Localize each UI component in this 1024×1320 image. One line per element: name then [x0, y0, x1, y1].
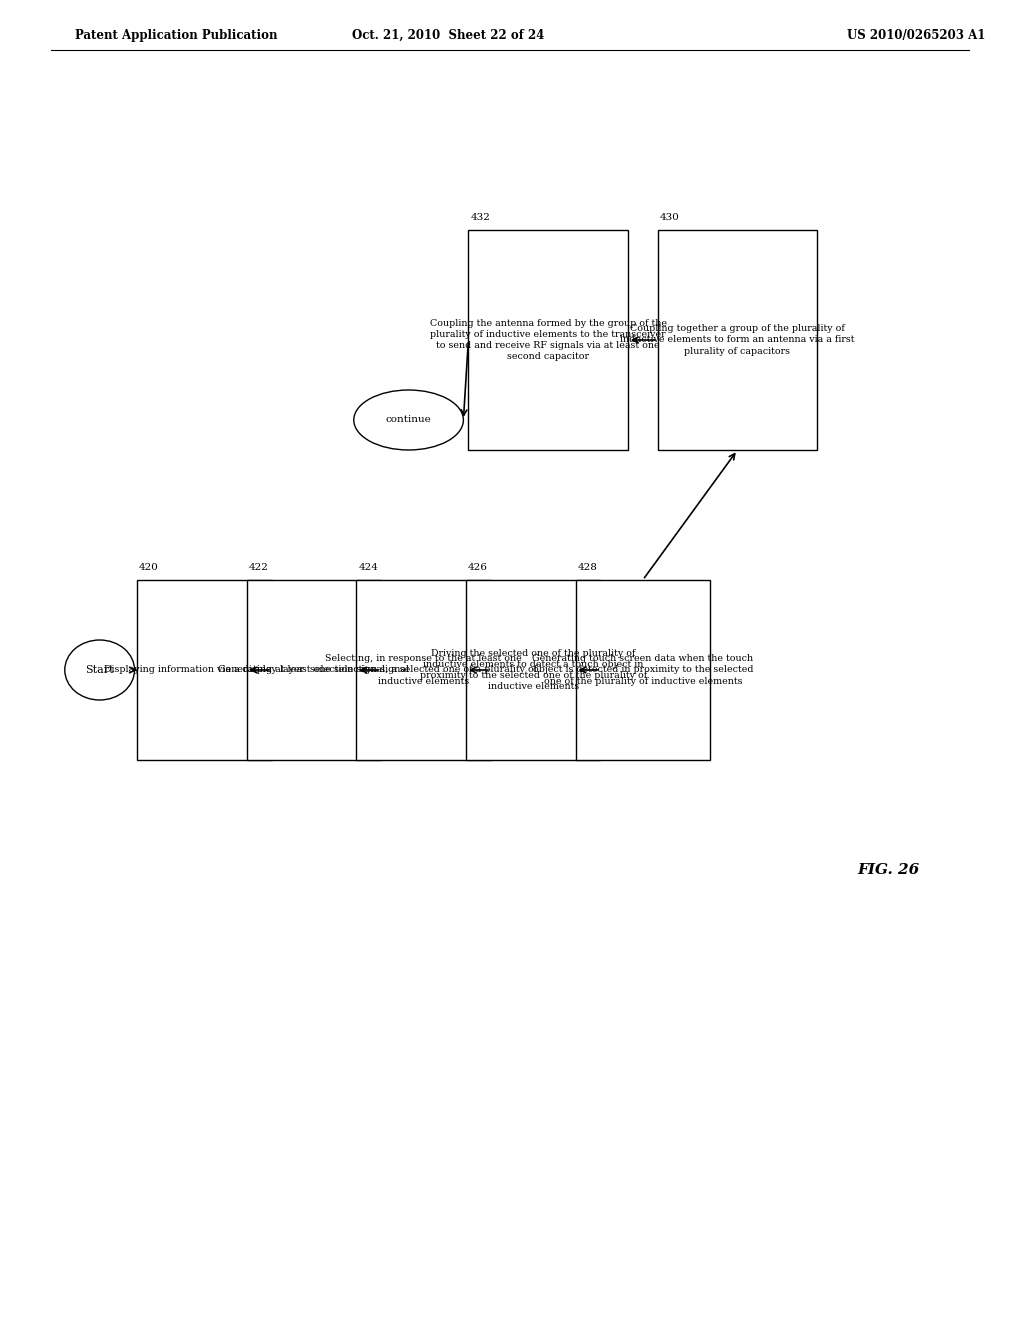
- FancyBboxPatch shape: [466, 579, 600, 760]
- Text: Selecting, in response to the at least one
selection signal, a selected one of a: Selecting, in response to the at least o…: [310, 655, 538, 685]
- Text: Generating at least one selection signal: Generating at least one selection signal: [218, 665, 410, 675]
- Text: Oct. 21, 2010  Sheet 22 of 24: Oct. 21, 2010 Sheet 22 of 24: [352, 29, 545, 41]
- Text: Start: Start: [85, 665, 114, 675]
- Text: Coupling together a group of the plurality of
inductive elements to form an ante: Coupling together a group of the plurali…: [621, 325, 855, 355]
- Text: 424: 424: [358, 564, 378, 572]
- Text: Generating touch screen data when the touch
object is detected in proximity to t: Generating touch screen data when the to…: [532, 655, 754, 685]
- Text: continue: continue: [386, 416, 431, 425]
- Text: 422: 422: [249, 564, 268, 572]
- Text: 432: 432: [470, 213, 490, 222]
- Ellipse shape: [65, 640, 134, 700]
- Text: 428: 428: [578, 564, 597, 572]
- FancyBboxPatch shape: [657, 230, 817, 450]
- FancyBboxPatch shape: [468, 230, 628, 450]
- Text: 430: 430: [659, 213, 680, 222]
- FancyBboxPatch shape: [356, 579, 490, 760]
- Text: Driving the selected one of the plurality of
inductive elements to detect a touc: Driving the selected one of the pluralit…: [420, 649, 647, 692]
- Text: Coupling the antenna formed by the group of the
plurality of inductive elements : Coupling the antenna formed by the group…: [430, 319, 667, 362]
- Text: 426: 426: [468, 564, 487, 572]
- FancyBboxPatch shape: [575, 579, 710, 760]
- Ellipse shape: [353, 389, 464, 450]
- FancyBboxPatch shape: [247, 579, 381, 760]
- Text: Displaying information via a display layer: Displaying information via a display lay…: [104, 665, 304, 675]
- Text: US 2010/0265203 A1: US 2010/0265203 A1: [847, 29, 985, 41]
- Text: Patent Application Publication: Patent Application Publication: [75, 29, 278, 41]
- Text: 420: 420: [139, 564, 159, 572]
- FancyBboxPatch shape: [137, 579, 271, 760]
- Text: FIG. 26: FIG. 26: [857, 863, 920, 876]
